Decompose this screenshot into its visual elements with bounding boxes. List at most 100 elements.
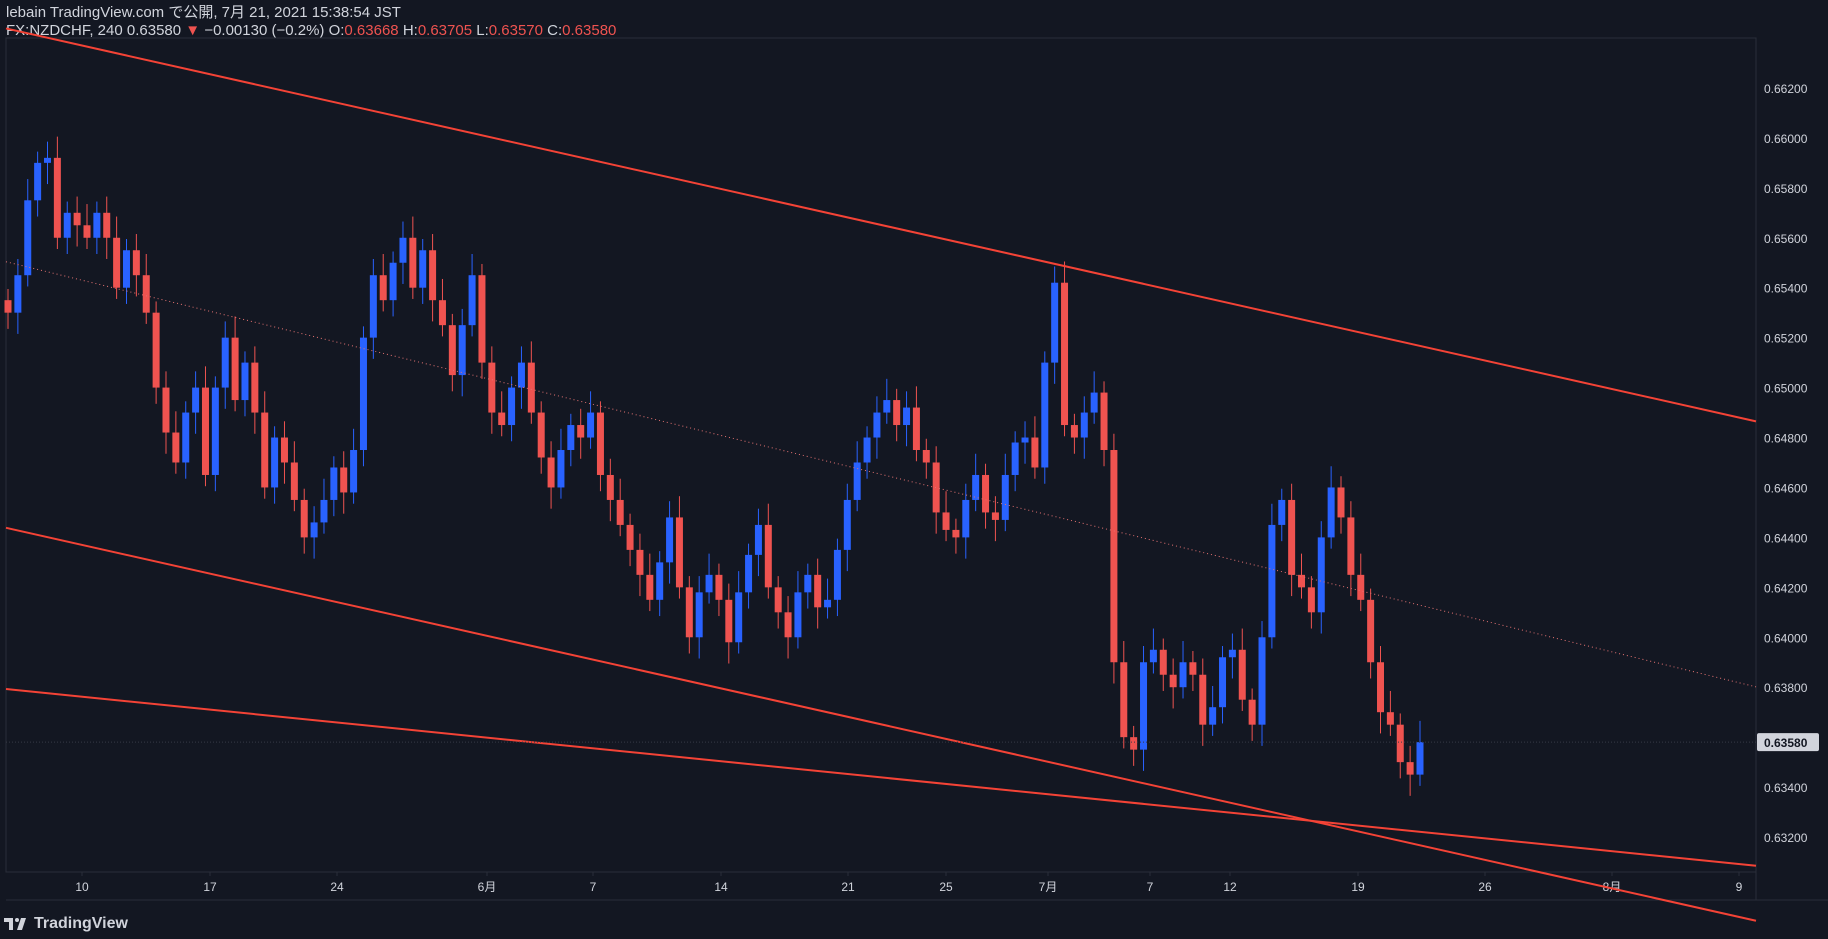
candle-body [764, 524, 772, 588]
candle-body [1258, 637, 1266, 725]
y-tick-label: 0.63800 [1764, 681, 1808, 695]
x-tick-label: 7 [1147, 880, 1154, 894]
candle-body [1179, 662, 1187, 688]
candle-body [310, 522, 318, 538]
y-tick-label: 0.63200 [1764, 831, 1808, 845]
candle-body [488, 362, 496, 413]
candle-body [14, 275, 22, 313]
x-tick-label: 12 [1223, 880, 1237, 894]
candle-body [952, 529, 960, 538]
trendline [5, 688, 1757, 867]
candle-body [350, 450, 358, 493]
x-tick-label: 10 [75, 880, 89, 894]
candle-body [1140, 662, 1148, 750]
candle-body [1209, 707, 1217, 725]
x-tick-label: 14 [714, 880, 728, 894]
candle-body [646, 574, 654, 600]
tradingview-logo-icon [4, 918, 26, 930]
candle-body [557, 450, 565, 488]
candle-body [53, 157, 61, 238]
candle-body [843, 499, 851, 550]
candle-body [113, 237, 121, 288]
candle-body [142, 275, 150, 313]
candle-body [1327, 487, 1335, 538]
candle-body [1061, 282, 1069, 426]
candle-body [517, 362, 525, 388]
x-tick-label: 25 [939, 880, 953, 894]
candle-body [83, 225, 91, 238]
candle-body [132, 250, 140, 276]
x-tick-label: 6月 [478, 880, 497, 894]
candle-body [211, 387, 219, 475]
close-label: C: [547, 22, 563, 39]
publish-info: lebain TradingView.com で公開, 7月 21, 2021 … [6, 4, 401, 21]
candle-body [596, 412, 604, 475]
mid-trendline [5, 261, 1757, 688]
candle-body [1021, 437, 1029, 443]
candle-body [656, 562, 664, 600]
candle-body [833, 549, 841, 600]
candles-group [4, 136, 1424, 796]
candle-body [379, 275, 387, 301]
candle-body [972, 474, 980, 500]
candle-body [1238, 649, 1246, 700]
y-tick-label: 0.64600 [1764, 481, 1808, 495]
candle-body [1011, 442, 1019, 475]
candle-body [675, 517, 683, 588]
candle-body [991, 512, 999, 520]
candle-body [1298, 574, 1306, 588]
candle-body [508, 387, 516, 426]
y-tick-label: 0.65000 [1764, 382, 1808, 396]
candle-body [231, 337, 239, 401]
high-label: H: [402, 22, 418, 39]
candle-body [1396, 724, 1404, 763]
candle-body [1367, 599, 1375, 663]
candle-body [1110, 450, 1118, 663]
candle-body [695, 592, 703, 638]
plot-frame [5, 37, 1757, 873]
candle-body [1307, 587, 1315, 613]
candle-body [1199, 674, 1207, 725]
candle-body [1406, 762, 1414, 775]
candle-body [458, 325, 466, 376]
candle-body [1159, 649, 1167, 675]
candle-body [745, 554, 753, 593]
candle-body [359, 337, 367, 451]
candle-body [873, 412, 881, 438]
trendline [5, 27, 1757, 423]
candle-body [527, 362, 535, 413]
candle-body [547, 457, 555, 488]
high-value: 0.63705 [417, 22, 473, 39]
candle-body [63, 212, 71, 238]
candle-body [1080, 412, 1088, 438]
candle-body [715, 574, 723, 600]
candle-body [636, 549, 644, 575]
candle-body [1041, 362, 1049, 468]
candle-body [606, 474, 614, 500]
candle-body [942, 512, 950, 530]
x-tick-label: 24 [330, 880, 344, 894]
candle-body [122, 250, 130, 288]
candle-body [1100, 392, 1108, 451]
candle-body [103, 212, 111, 238]
candle-body [429, 250, 437, 301]
candle-body [1248, 699, 1256, 725]
candle-body [1070, 425, 1078, 438]
candle-body [24, 200, 32, 276]
candle-body [804, 574, 812, 593]
low-value: 0.63570 [488, 22, 543, 39]
candle-body [982, 474, 990, 513]
x-tick-label: 21 [841, 880, 855, 894]
candle-body [478, 275, 486, 363]
candle-body [73, 212, 81, 226]
candle-body [201, 387, 209, 475]
y-tick-label: 0.65400 [1764, 282, 1808, 296]
candle-body [735, 592, 743, 643]
x-tick-label: 9 [1736, 880, 1743, 894]
x-tick-label: 7 [590, 880, 597, 894]
candle-body [1416, 742, 1424, 775]
brand-name: TradingView [34, 915, 128, 932]
last-price: 0.63580 [126, 22, 182, 39]
candle-body [754, 524, 762, 555]
